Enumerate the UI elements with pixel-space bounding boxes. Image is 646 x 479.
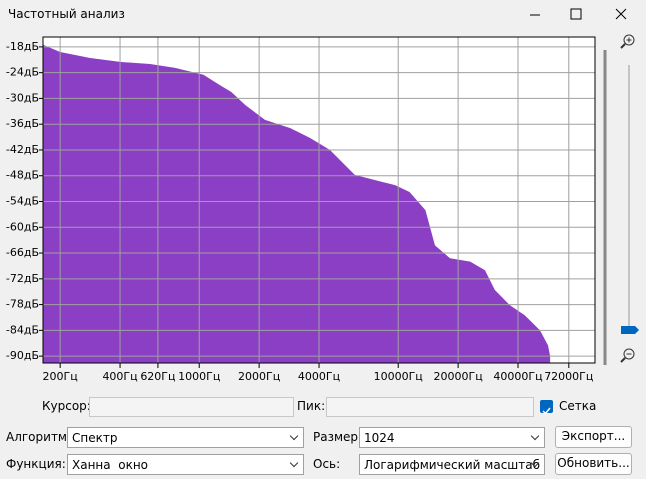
- zoom-in-plus: [626, 37, 632, 43]
- y-tick-label: -90дБ: [6, 349, 39, 362]
- x-tick-label: 4000Гц: [298, 370, 340, 383]
- y-tick-label: -54дБ: [6, 195, 39, 208]
- y-tick-label: -42дБ: [6, 143, 39, 156]
- x-tick-label: 1000Гц: [178, 370, 220, 383]
- checkmark: [542, 407, 551, 415]
- cursor-field: [89, 397, 294, 417]
- y-tick-label: -60дБ: [6, 220, 39, 233]
- x-tick-label: 400Гц: [102, 370, 137, 383]
- zoom-in-handle: [620, 43, 626, 49]
- x-tick-label: 620Гц: [140, 370, 175, 383]
- y-tick-label: -36дБ: [6, 117, 39, 130]
- y-tick-label: -72дБ: [6, 272, 39, 285]
- x-tick-label: 200Гц: [43, 370, 78, 383]
- grid-checkbox[interactable]: [540, 400, 553, 415]
- window-buttons: [530, 8, 627, 20]
- refresh-button[interactable]: Обновить...: [555, 453, 632, 475]
- y-tick-label: -24дБ: [6, 66, 39, 79]
- algorithm-label: Алгоритм:: [6, 430, 72, 444]
- size-select[interactable]: 1024: [359, 427, 545, 448]
- y-tick-label: -66дБ: [6, 246, 39, 259]
- axis-label: Ось:: [313, 457, 341, 471]
- axis-select[interactable]: Логарифмический масштаб: [359, 454, 545, 475]
- export-button[interactable]: Экспорт...: [555, 426, 632, 448]
- function-label: Функция:: [6, 457, 66, 471]
- x-tick-label: 20000Гц: [434, 370, 483, 383]
- function-select[interactable]: Ханна окно: [67, 454, 304, 475]
- grid-label[interactable]: Сетка: [559, 399, 597, 413]
- y-tick-label: -18дБ: [6, 40, 39, 53]
- y-tick-label: -48дБ: [6, 169, 39, 182]
- zoom-slider: [603, 34, 639, 365]
- x-tick-label: 10000Гц: [374, 370, 423, 383]
- size-label: Размер:: [313, 430, 363, 444]
- zoom-in[interactable]: [623, 34, 635, 46]
- peak-field: [326, 397, 534, 417]
- maximize[interactable]: [570, 8, 582, 20]
- zoom-out-handle: [620, 357, 626, 363]
- y-tick-label: -78дБ: [6, 298, 39, 311]
- peak-label: Пик:: [297, 399, 326, 413]
- slider-thumb[interactable]: [621, 326, 639, 334]
- cursor-label: Курсор:: [42, 399, 91, 413]
- zoom-out[interactable]: [623, 348, 635, 360]
- chart: -18дБ -24дБ -30дБ -36дБ -42дБ -48дБ -54дБ -60дБ…: [6, 36, 596, 383]
- plot-border: [42, 36, 596, 364]
- close[interactable]: [615, 8, 627, 20]
- algorithm-select[interactable]: Спектр: [67, 427, 304, 448]
- x-tick-label: 40000Гц: [493, 370, 542, 383]
- x-tick-label: 2000Гц: [238, 370, 280, 383]
- window-title: Частотный анализ: [8, 7, 125, 21]
- y-tick-label: -30дБ: [6, 91, 39, 104]
- x-tick-label: 72000Гц: [544, 370, 593, 383]
- y-tick-label: -84дБ: [6, 323, 39, 336]
